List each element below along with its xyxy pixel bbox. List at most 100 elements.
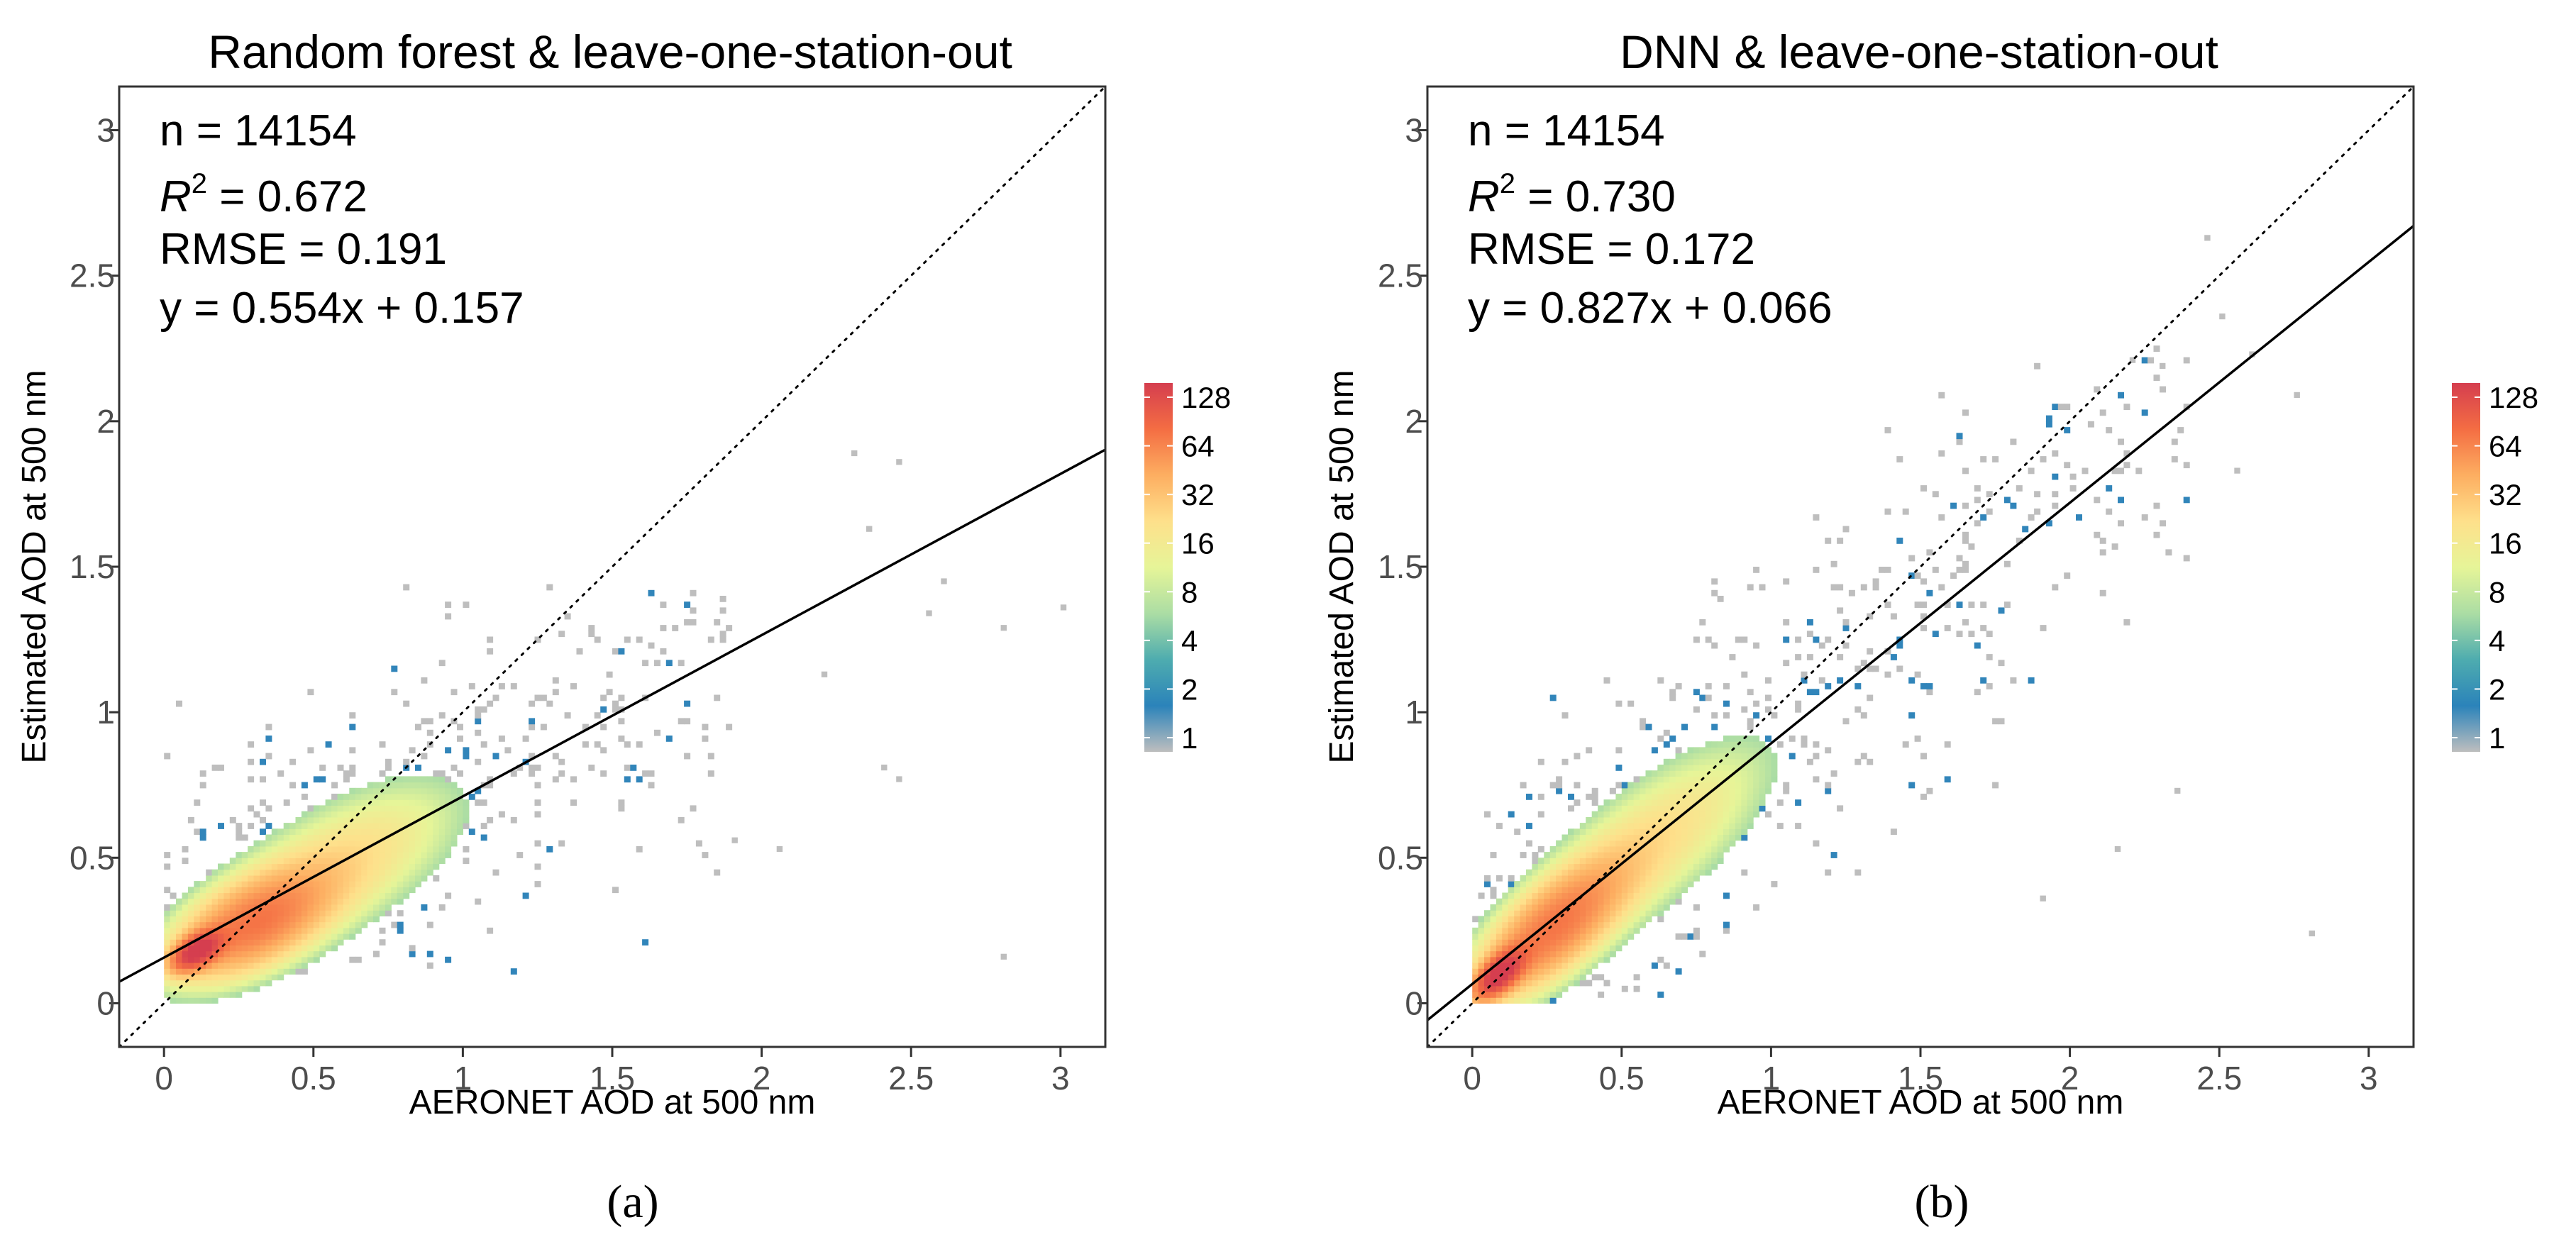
heatmap-cell [1705,811,1712,818]
heatmap-cell [1561,834,1569,841]
heatmap-cell [248,939,255,945]
heatmap-cell [665,736,673,742]
heatmap-cell [218,910,224,916]
heatmap-cell [307,805,314,812]
heatmap-cell [660,625,667,631]
heatmap-cell [355,828,362,836]
heatmap-cell [1532,939,1539,945]
heatmap-cell [1520,904,1527,911]
heatmap-cell [1556,852,1563,858]
heatmap-cell [283,916,290,923]
heatmap-cell [1598,858,1605,865]
heatmap-cell [397,799,404,806]
heatmap-cell [1526,927,1532,934]
heatmap-cell [1657,898,1664,905]
heatmap-cell [1621,881,1628,887]
heatmap-cell [1586,747,1593,754]
heatmap-cell [2141,357,2148,364]
heatmap-cell [1651,776,1658,783]
heatmap-cell [1633,834,1640,841]
heatmap-cell [1615,898,1623,905]
heatmap-cell [1537,933,1544,940]
heatmap-cell [1663,858,1670,865]
heatmap-cell [1586,875,1593,882]
heatmap-cell [1514,910,1521,916]
heatmap-cell [325,887,332,894]
heatmap-cell [283,956,290,963]
heatmap-cell [1568,927,1574,934]
heatmap-cell [1561,921,1569,928]
heatmap-cell [426,869,433,876]
heatmap-cell [1747,689,1754,696]
heatmap-cell [199,904,206,911]
heatmap-cell [2040,895,2046,902]
heatmap-cell [1627,834,1635,841]
heatmap-cell [1537,887,1544,894]
heatmap-cell [367,881,374,887]
heatmap-cell [403,828,410,836]
heatmap-cell [1681,758,1688,765]
heatmap-cell [1627,881,1635,887]
heatmap-cell [1598,950,1605,958]
heatmap-cell [1537,758,1544,765]
heatmap-cell [1568,887,1574,894]
heatmap-cell [277,939,284,945]
heatmap-cell [1681,840,1688,847]
heatmap-cell [277,852,284,858]
heatmap-cell [1723,770,1730,777]
heatmap-cell [271,968,278,975]
heatmap-cell [307,933,314,940]
heatmap-cell [1574,753,1581,760]
heatmap-cell [1657,811,1664,818]
heatmap-cell [343,852,350,858]
heatmap-cell [1627,858,1635,865]
heatmap-cell [600,694,607,701]
heatmap-cell [1603,980,1610,987]
heatmap-cell [707,753,714,760]
heatmap-cell [1544,892,1551,899]
heatmap-cell [236,980,243,987]
heatmap-cell [1627,805,1635,812]
heatmap-cell [450,840,458,847]
heatmap-cell [271,956,278,963]
heatmap-cell [223,963,231,969]
heatmap-cell [684,601,691,608]
heatmap-cell [182,916,189,923]
heatmap-cell [1478,985,1485,992]
heatmap-cell [1669,852,1676,858]
heatmap-cell [1556,869,1563,876]
heatmap-cell [265,840,272,847]
regression-equation: y = 0.827x + 0.066 [1468,284,1833,333]
heatmap-cell [1651,794,1658,800]
heatmap-cell [164,852,171,858]
y-tick-label: 3 [1405,112,1423,149]
heatmap-cell [1591,863,1598,870]
heatmap-cell [1549,694,1557,701]
heatmap-cell [1561,852,1569,858]
heatmap-cell [1502,992,1509,998]
heatmap-cell [1783,782,1790,789]
heatmap-cell [223,910,231,916]
heatmap-cell [313,945,320,952]
heatmap-cell [415,811,421,818]
heatmap-cell [307,898,314,905]
heatmap-cell [415,845,421,853]
heatmap-cell [1586,840,1593,847]
heatmap-cell [403,805,410,812]
heatmap-cell [283,840,290,847]
heatmap-cell [618,799,625,806]
heatmap-cell [1783,787,1790,794]
heatmap-cell [2111,467,2118,475]
heatmap-cell [265,736,272,742]
heatmap-cell [2309,930,2315,937]
heatmap-cell [391,834,398,841]
heatmap-cell [248,776,255,783]
heatmap-cell [1598,910,1605,916]
heatmap-cell [1472,963,1479,969]
heatmap-cell [187,945,194,952]
heatmap-cell [313,904,320,911]
heatmap-cell [361,887,368,894]
heatmap-cell [1472,950,1479,958]
heatmap-cell [307,921,314,928]
heatmap-cell [1496,974,1503,981]
